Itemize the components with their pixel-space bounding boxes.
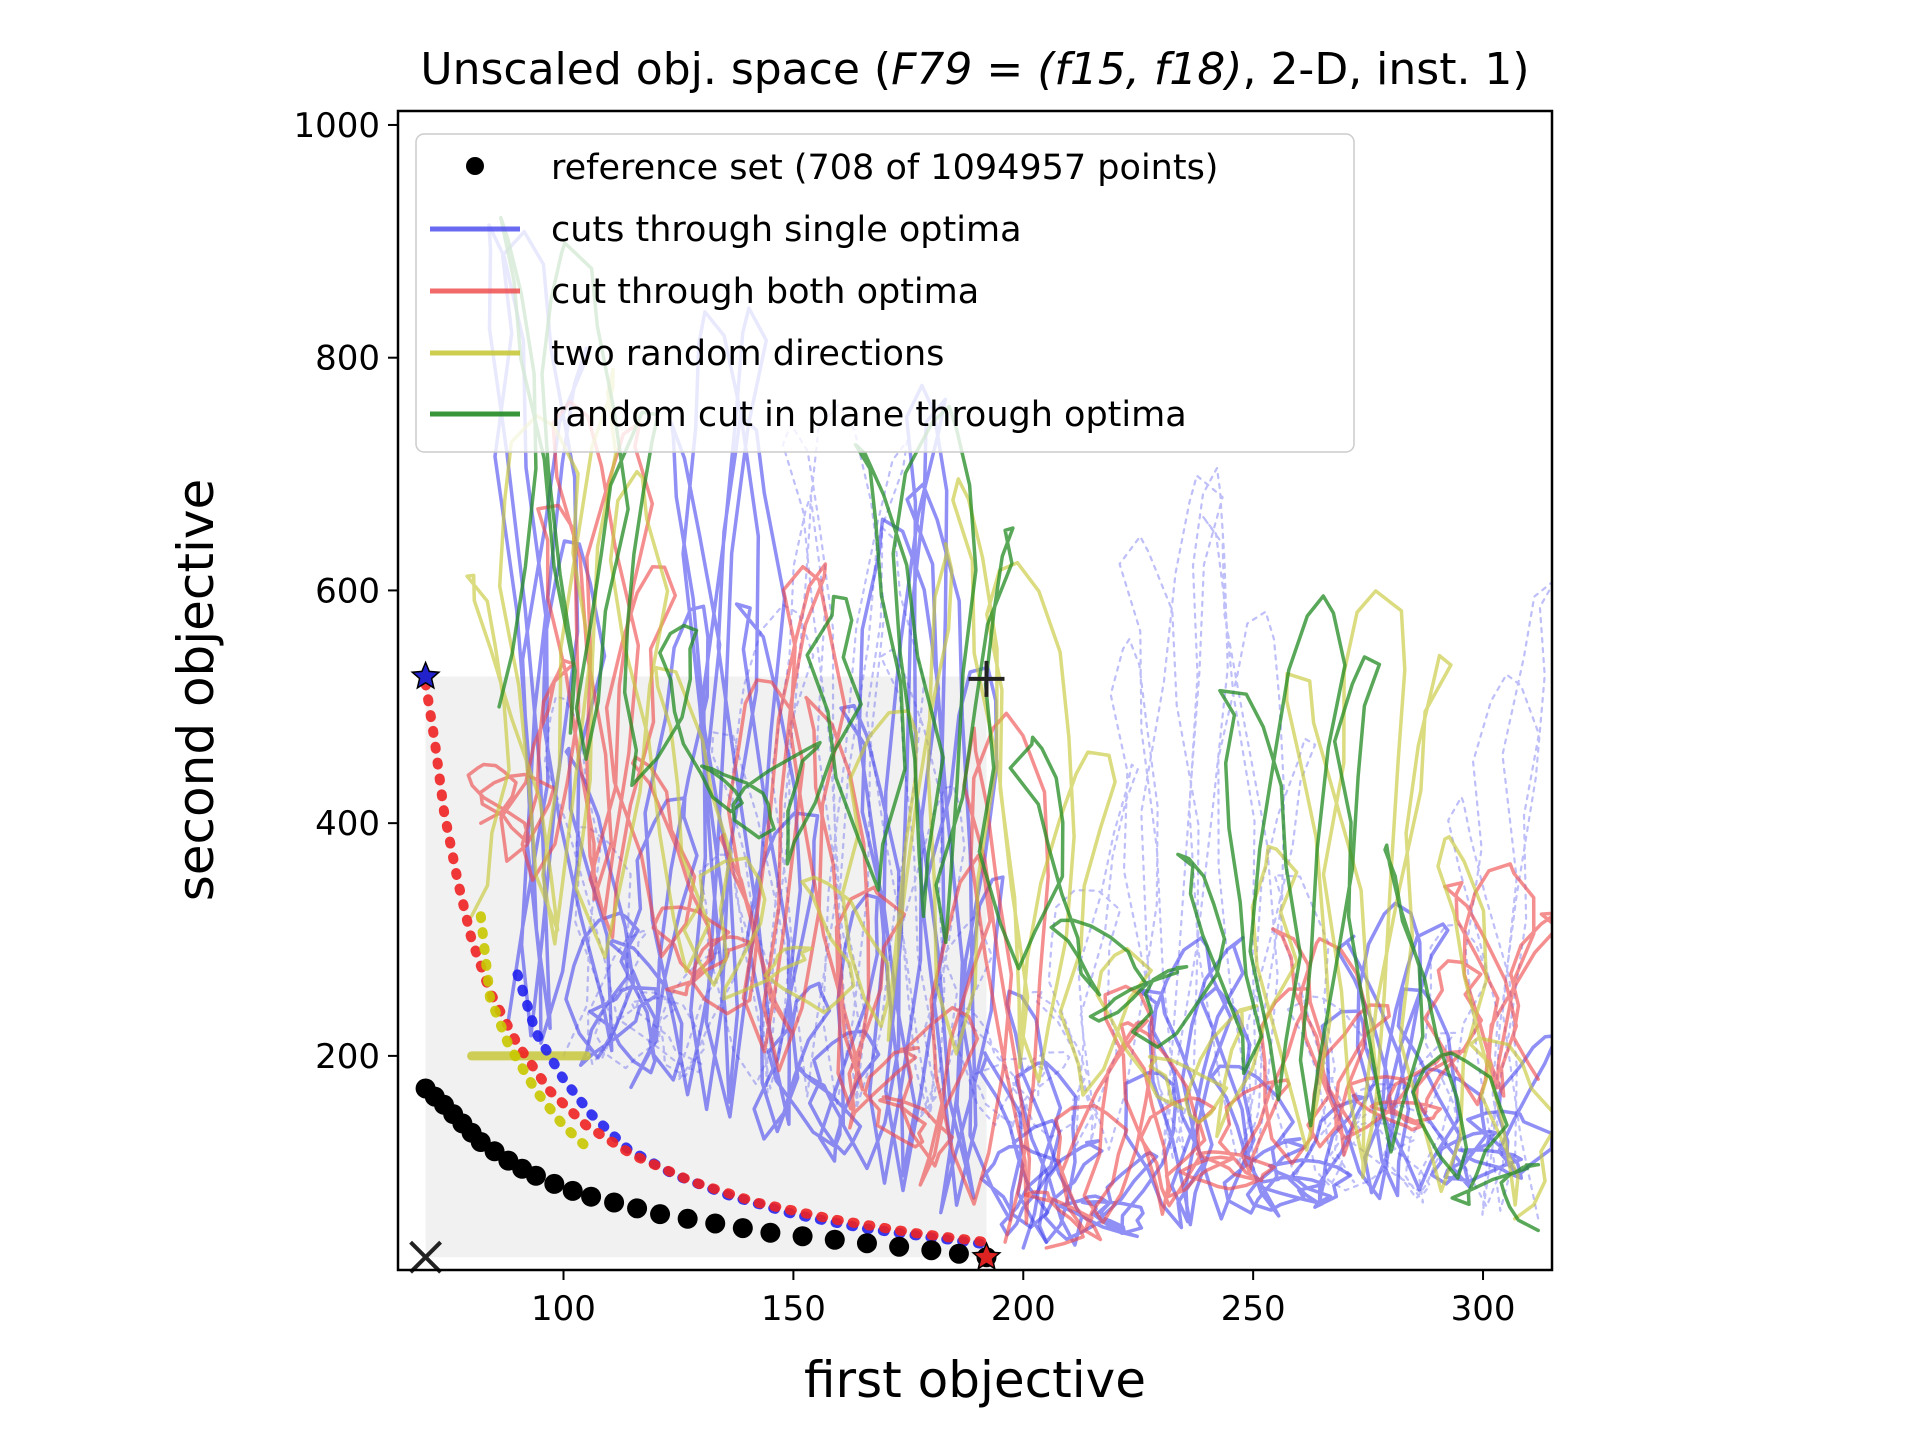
reference-point bbox=[732, 1218, 753, 1239]
y-axis-label: second objective bbox=[167, 479, 225, 902]
series-line-5 bbox=[465, 367, 1552, 1221]
ideal-point-marker bbox=[409, 1240, 442, 1274]
y-tick-label: 600 bbox=[315, 571, 380, 611]
chart-title: Unscaled obj. space (F79 = (f15, f18), 2… bbox=[420, 44, 1529, 95]
legend: reference set (708 of 1094957 points) cu… bbox=[415, 133, 1355, 453]
reference-point bbox=[627, 1198, 648, 1219]
x-tick-label: 200 bbox=[991, 1289, 1056, 1329]
legend-label-random: two random directions bbox=[551, 334, 944, 374]
series-line-4 bbox=[1023, 862, 1552, 1250]
front-1 bbox=[420, 678, 992, 1248]
plot-frame bbox=[396, 109, 1554, 1272]
reference-point bbox=[581, 1186, 602, 1207]
series-line-1 bbox=[1005, 901, 1552, 1250]
title-math: F79 = (f15, f18) bbox=[891, 44, 1242, 95]
x-tick-label: 100 bbox=[531, 1289, 596, 1329]
x-tick-label: 250 bbox=[1221, 1289, 1286, 1329]
series-line-0 bbox=[487, 223, 1062, 1244]
legend-box bbox=[415, 133, 1355, 453]
reference-point bbox=[705, 1213, 726, 1234]
reference-point bbox=[921, 1240, 942, 1261]
x-tick-label: 300 bbox=[1451, 1289, 1516, 1329]
reference-point bbox=[562, 1180, 583, 1201]
legend-label-both: cut through both optima bbox=[551, 272, 979, 312]
reference-point bbox=[856, 1233, 877, 1254]
optimum-2-star bbox=[971, 1241, 1002, 1271]
legend-label-plane: random cut in plane through optima bbox=[551, 395, 1187, 435]
reference-point bbox=[792, 1226, 813, 1247]
series-line-3 bbox=[466, 399, 1050, 1244]
legend-marker-reference bbox=[466, 157, 484, 175]
y-tick-label: 200 bbox=[315, 1037, 380, 1077]
y-tick-label: 1000 bbox=[293, 106, 380, 146]
reference-point bbox=[650, 1204, 671, 1225]
reference-point bbox=[948, 1243, 969, 1264]
front-2 bbox=[475, 911, 597, 1157]
x-axis-label: first objective bbox=[804, 1351, 1146, 1409]
reference-point bbox=[889, 1236, 910, 1257]
series-line-6 bbox=[497, 215, 1541, 1233]
reference-point bbox=[760, 1222, 781, 1243]
optimum-1-star bbox=[410, 660, 441, 690]
reference-point bbox=[525, 1165, 546, 1186]
x-tick-label: 150 bbox=[761, 1289, 826, 1329]
reference-point bbox=[677, 1208, 698, 1229]
reference-point bbox=[824, 1229, 845, 1250]
y-tick-label: 800 bbox=[315, 339, 380, 379]
legend-label-reference: reference set (708 of 1094957 points) bbox=[551, 148, 1218, 188]
nadir-point-marker bbox=[968, 660, 1005, 697]
reference-point bbox=[604, 1192, 625, 1213]
y-tick-label: 400 bbox=[315, 804, 380, 844]
legend-label-single: cuts through single optima bbox=[551, 210, 1022, 250]
reference-point bbox=[544, 1173, 565, 1194]
